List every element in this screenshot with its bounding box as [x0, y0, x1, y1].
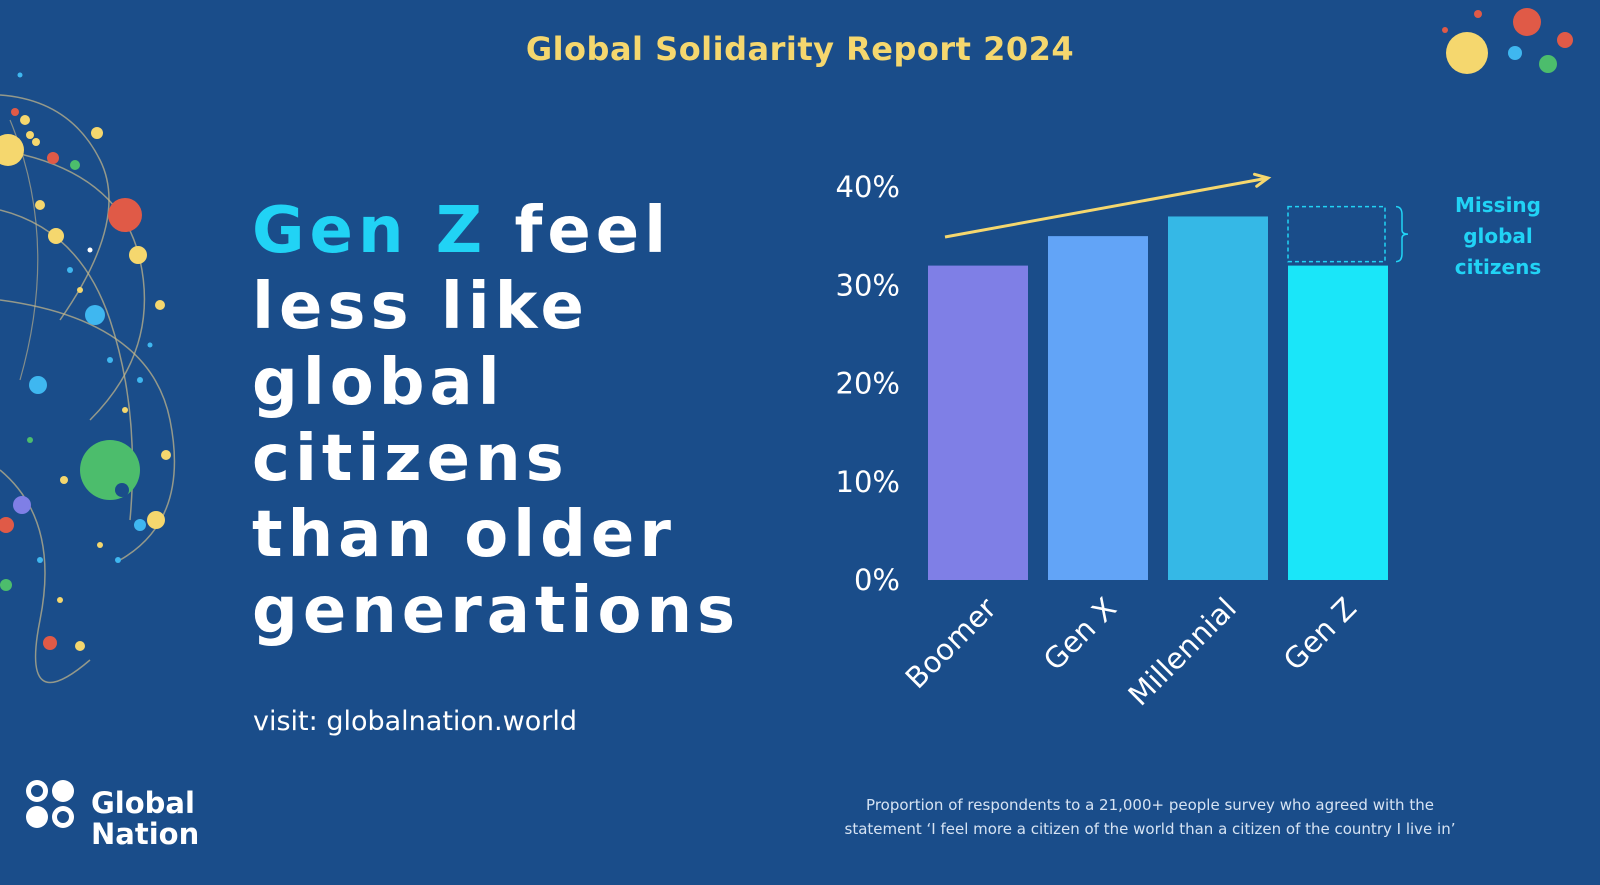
headline-line-5: than older — [252, 498, 676, 572]
headline-line-4: citizens — [252, 422, 569, 496]
visit-link[interactable]: visit: globalnation.world — [253, 706, 577, 737]
chart-caption: Proportion of respondents to a 21,000+ p… — [790, 793, 1510, 841]
annotation-bracket — [1395, 205, 1409, 263]
headline-line-1-rest: feel — [487, 194, 672, 268]
headline-accent: Gen Z — [252, 194, 488, 268]
annotation-label: citizens — [1455, 255, 1541, 279]
y-tick-label: 30% — [836, 268, 900, 302]
headline-line-1: Gen Z feel — [252, 193, 812, 269]
x-tick-label: Gen X — [1037, 591, 1123, 677]
network-decoration — [0, 72, 176, 684]
logo-line-1: Global — [91, 786, 195, 820]
dots-decoration — [1442, 8, 1573, 74]
global-nation-logo-icon — [26, 780, 74, 828]
trend-arrow-head — [1253, 172, 1272, 188]
x-tick-label: Gen Z — [1277, 591, 1363, 677]
y-tick-label: 20% — [836, 367, 900, 401]
x-tick-label: Boomer — [899, 591, 1003, 695]
x-tick-label: Millennial — [1122, 591, 1243, 712]
caption-line-2: statement ‘I feel more a citizen of the … — [844, 820, 1456, 838]
logo-line-2: Nation — [91, 817, 200, 851]
y-tick-label: 0% — [854, 563, 900, 597]
bar — [928, 265, 1028, 580]
headline-line-6: generations — [252, 574, 741, 648]
y-tick-label: 40% — [836, 170, 900, 204]
bar — [1168, 216, 1268, 580]
missing-citizens-box — [1287, 205, 1386, 263]
bar — [1288, 265, 1388, 580]
trend-arrow — [944, 176, 1269, 239]
y-tick-label: 10% — [836, 465, 900, 499]
caption-line-1: Proportion of respondents to a 21,000+ p… — [866, 796, 1434, 814]
report-title: Global Solidarity Report 2024 — [525, 30, 1075, 68]
headline: Gen Z feel less like global citizens tha… — [252, 193, 812, 649]
headline-line-3: global — [252, 346, 505, 420]
logo-wordmark: Global Nation — [91, 788, 199, 850]
annotation-label: global — [1463, 224, 1533, 248]
bar — [1048, 236, 1148, 580]
annotation-label: Missing — [1455, 193, 1541, 217]
headline-line-2: less like — [252, 270, 589, 344]
